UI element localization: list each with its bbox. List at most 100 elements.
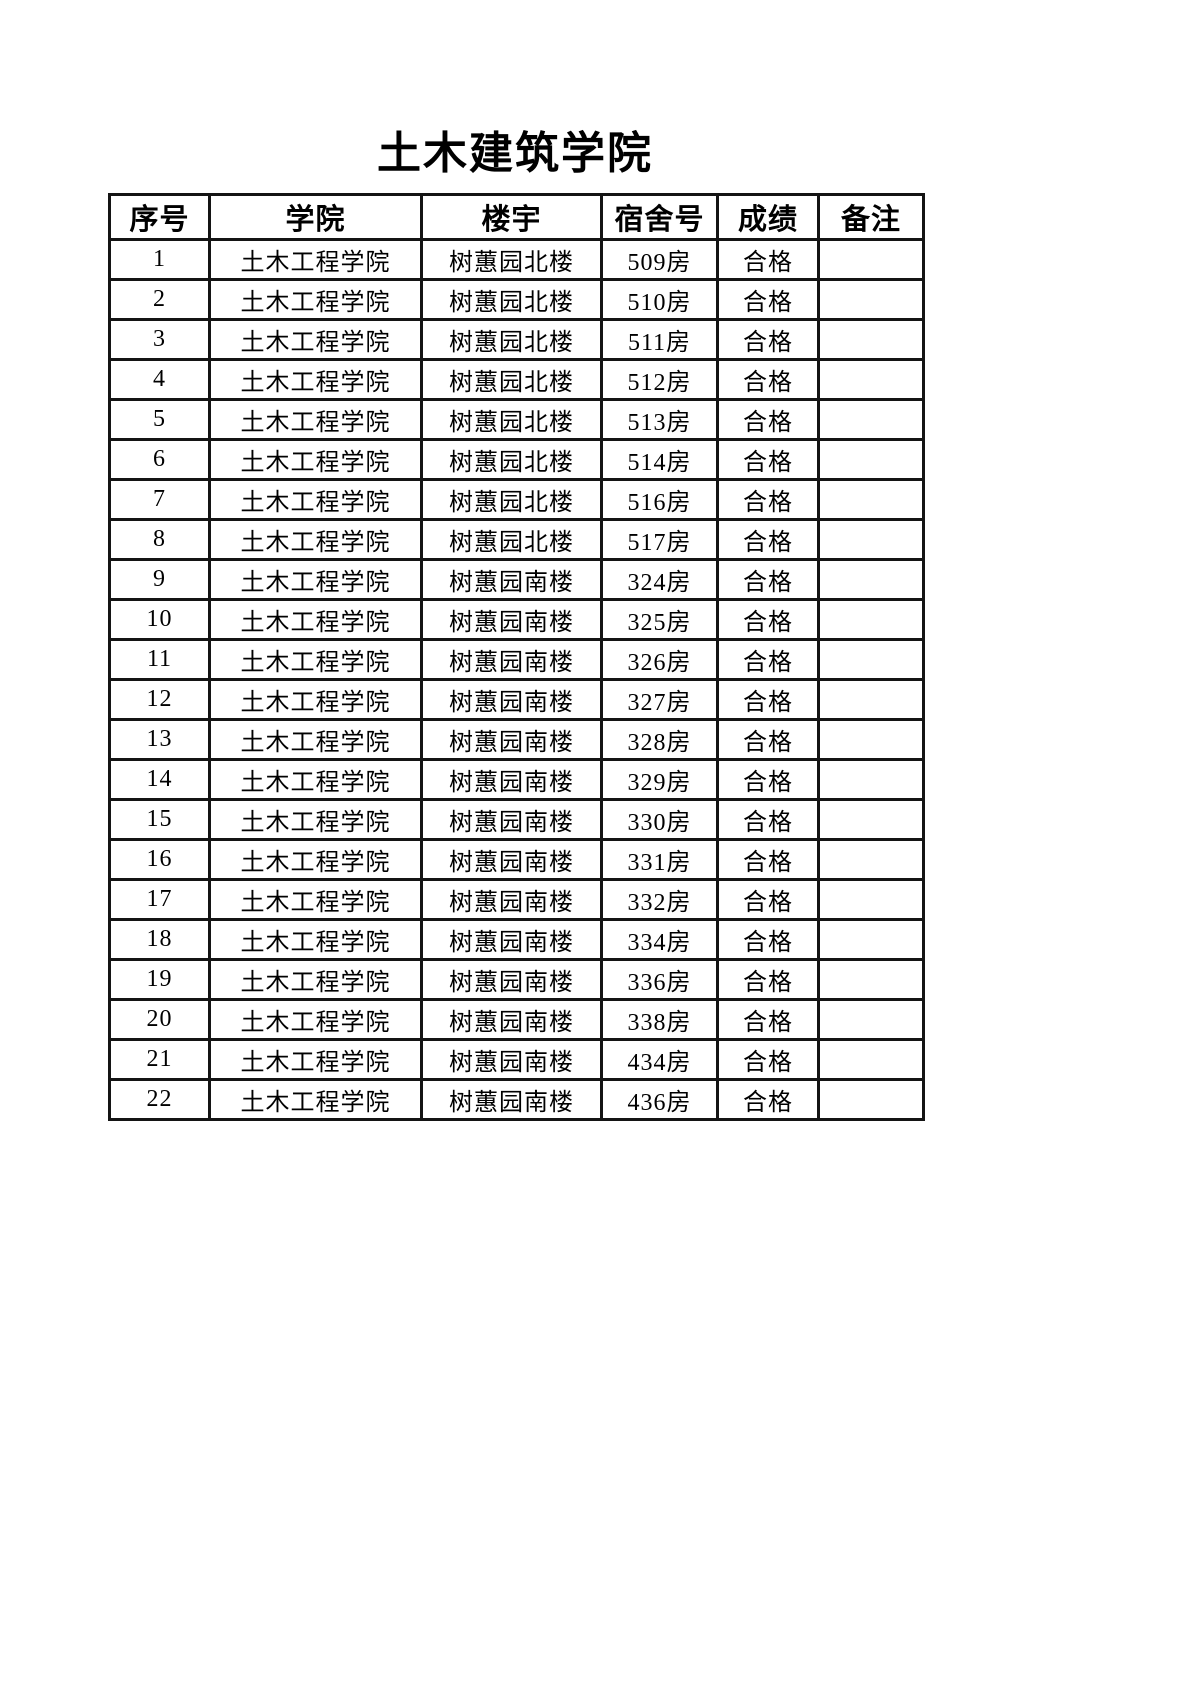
cell-room: 338房 (600, 998, 719, 1041)
column-header-score: 成绩 (716, 193, 820, 241)
cell-index: 9 (108, 558, 211, 601)
cell-remark (817, 638, 925, 681)
column-header-building: 楼宇 (420, 193, 603, 241)
cell-index: 1 (108, 238, 211, 281)
cell-remark (817, 798, 925, 841)
cell-room: 329房 (600, 758, 719, 801)
cell-room: 332房 (600, 878, 719, 921)
cell-index: 15 (108, 798, 211, 841)
table-row: 8 土木工程学院 树蕙园北楼 517房 合格 (108, 518, 925, 561)
cell-index: 18 (108, 918, 211, 961)
cell-room: 334房 (600, 918, 719, 961)
cell-index: 10 (108, 598, 211, 641)
table-row: 19 土木工程学院 树蕙园南楼 336房 合格 (108, 958, 925, 1001)
cell-score: 合格 (716, 758, 820, 801)
cell-score: 合格 (716, 238, 820, 281)
cell-remark (817, 438, 925, 481)
cell-building: 树蕙园南楼 (420, 958, 603, 1001)
cell-remark (817, 238, 925, 281)
cell-college: 土木工程学院 (208, 438, 423, 481)
cell-index: 17 (108, 878, 211, 921)
cell-remark (817, 318, 925, 361)
cell-score: 合格 (716, 958, 820, 1001)
column-header-remark: 备注 (817, 193, 925, 241)
cell-building: 树蕙园北楼 (420, 518, 603, 561)
table-row: 16 土木工程学院 树蕙园南楼 331房 合格 (108, 838, 925, 881)
cell-building: 树蕙园北楼 (420, 398, 603, 441)
cell-room: 514房 (600, 438, 719, 481)
cell-building: 树蕙园北楼 (420, 318, 603, 361)
cell-index: 12 (108, 678, 211, 721)
cell-score: 合格 (716, 278, 820, 321)
table-row: 12 土木工程学院 树蕙园南楼 327房 合格 (108, 678, 925, 721)
cell-building: 树蕙园南楼 (420, 718, 603, 761)
cell-remark (817, 998, 925, 1041)
column-header-college: 学院 (208, 193, 423, 241)
cell-building: 树蕙园南楼 (420, 998, 603, 1041)
cell-score: 合格 (716, 838, 820, 881)
cell-college: 土木工程学院 (208, 638, 423, 681)
cell-college: 土木工程学院 (208, 958, 423, 1001)
table-row: 22 土木工程学院 树蕙园南楼 436房 合格 (108, 1078, 925, 1121)
table-body: 1 土木工程学院 树蕙园北楼 509房 合格 2 土木工程学院 树蕙园北楼 510房 合格 3 土木工… (108, 238, 925, 1121)
cell-index: 6 (108, 438, 211, 481)
table-header-row: 序号 学院 楼宇 宿舍号 成绩 备注 (108, 193, 925, 241)
cell-remark (817, 1078, 925, 1121)
cell-index: 20 (108, 998, 211, 1041)
cell-building: 树蕙园南楼 (420, 838, 603, 881)
cell-index: 3 (108, 318, 211, 361)
cell-room: 509房 (600, 238, 719, 281)
column-header-index: 序号 (108, 193, 211, 241)
column-header-room: 宿舍号 (600, 193, 719, 241)
cell-remark (817, 398, 925, 441)
table-row: 1 土木工程学院 树蕙园北楼 509房 合格 (108, 238, 925, 281)
table-row: 4 土木工程学院 树蕙园北楼 512房 合格 (108, 358, 925, 401)
cell-score: 合格 (716, 358, 820, 401)
cell-remark (817, 478, 925, 521)
cell-score: 合格 (716, 878, 820, 921)
cell-room: 510房 (600, 278, 719, 321)
cell-score: 合格 (716, 558, 820, 601)
page-title: 土木建筑学院 (377, 129, 653, 178)
cell-remark (817, 1038, 925, 1081)
cell-building: 树蕙园南楼 (420, 798, 603, 841)
cell-score: 合格 (716, 1078, 820, 1121)
cell-college: 土木工程学院 (208, 838, 423, 881)
cell-score: 合格 (716, 518, 820, 561)
cell-college: 土木工程学院 (208, 678, 423, 721)
cell-college: 土木工程学院 (208, 1038, 423, 1081)
cell-index: 13 (108, 718, 211, 761)
cell-room: 513房 (600, 398, 719, 441)
cell-room: 327房 (600, 678, 719, 721)
cell-building: 树蕙园南楼 (420, 638, 603, 681)
cell-score: 合格 (716, 718, 820, 761)
cell-college: 土木工程学院 (208, 358, 423, 401)
table-row: 21 土木工程学院 树蕙园南楼 434房 合格 (108, 1038, 925, 1081)
table-row: 13 土木工程学院 树蕙园南楼 328房 合格 (108, 718, 925, 761)
cell-remark (817, 598, 925, 641)
table-row: 14 土木工程学院 树蕙园南楼 329房 合格 (108, 758, 925, 801)
cell-score: 合格 (716, 598, 820, 641)
cell-room: 434房 (600, 1038, 719, 1081)
cell-building: 树蕙园南楼 (420, 758, 603, 801)
cell-building: 树蕙园南楼 (420, 1038, 603, 1081)
cell-score: 合格 (716, 638, 820, 681)
cell-remark (817, 518, 925, 561)
table-row: 2 土木工程学院 树蕙园北楼 510房 合格 (108, 278, 925, 321)
cell-building: 树蕙园南楼 (420, 558, 603, 601)
cell-index: 2 (108, 278, 211, 321)
cell-building: 树蕙园南楼 (420, 598, 603, 641)
cell-college: 土木工程学院 (208, 398, 423, 441)
cell-room: 516房 (600, 478, 719, 521)
table-row: 5 土木工程学院 树蕙园北楼 513房 合格 (108, 398, 925, 441)
cell-college: 土木工程学院 (208, 278, 423, 321)
cell-college: 土木工程学院 (208, 478, 423, 521)
cell-index: 16 (108, 838, 211, 881)
table-row: 20 土木工程学院 树蕙园南楼 338房 合格 (108, 998, 925, 1041)
cell-index: 21 (108, 1038, 211, 1081)
table-row: 10 土木工程学院 树蕙园南楼 325房 合格 (108, 598, 925, 641)
cell-index: 14 (108, 758, 211, 801)
table-row: 7 土木工程学院 树蕙园北楼 516房 合格 (108, 478, 925, 521)
cell-room: 330房 (600, 798, 719, 841)
dorm-score-table: 序号 学院 楼宇 宿舍号 成绩 备注 1 土木工程学院 树蕙园北楼 509房 合格 2 土木… (108, 193, 925, 1121)
